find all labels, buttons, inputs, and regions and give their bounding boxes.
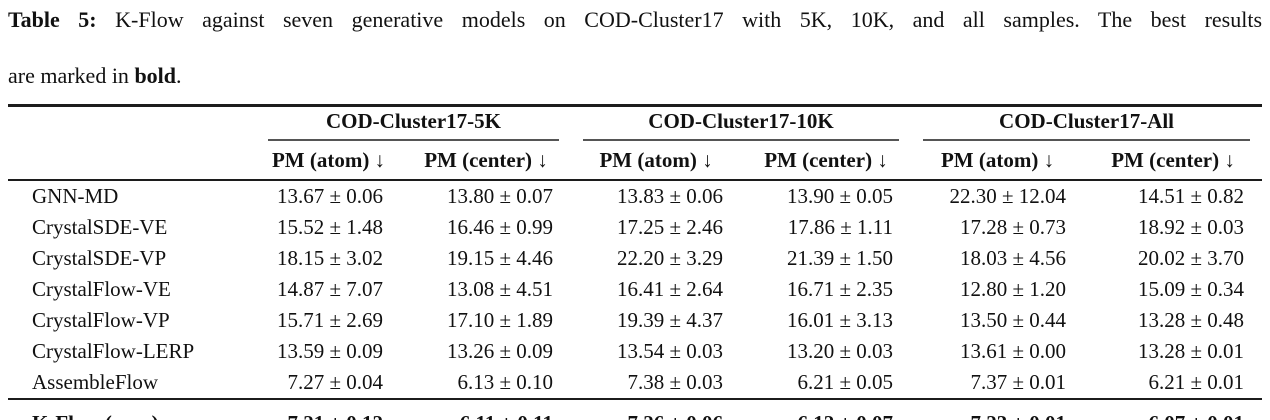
metric-header-row: PM (atom) ↓ PM (center) ↓ PM (atom) ↓ PM… xyxy=(8,141,1263,181)
table-row-crystalflow-lerp: CrystalFlow-LERP 13.59 ± 0.09 13.26 ± 0.… xyxy=(8,336,1262,367)
model-name: GNN-MD xyxy=(32,184,119,208)
model-name: AssembleFlow xyxy=(32,370,158,394)
cell-value: 14.87 ± 7.07 xyxy=(276,277,383,301)
cell-value: 19.15 ± 4.46 xyxy=(446,246,554,270)
cell-value: 13.90 ± 0.05 xyxy=(787,184,894,208)
cell-value: 13.20 ± 0.03 xyxy=(787,339,894,363)
cell-value-best: 7.21 ± 0.12 xyxy=(256,398,401,420)
cell-value: 19.39 ± 4.37 xyxy=(616,308,724,332)
cell-value: 17.25 ± 2.46 xyxy=(616,215,724,239)
cell-value: 7.37 ± 0.01 xyxy=(970,370,1067,394)
cell-value: 6.21 ± 0.05 xyxy=(797,370,894,394)
metric-header-pm-center-10k: PM (center) ↓ xyxy=(741,141,912,181)
cell-value: 16.41 ± 2.64 xyxy=(616,277,724,301)
caption-text-2: are marked in xyxy=(8,63,129,88)
cell-value: 13.26 ± 0.09 xyxy=(446,339,554,363)
empty-corner-cell xyxy=(8,106,256,142)
cell-value-best: 6.07 ± 0.01 xyxy=(1084,398,1263,420)
cell-value: 16.46 ± 0.99 xyxy=(446,215,554,239)
cell-value: 13.59 ± 0.09 xyxy=(276,339,383,363)
group-header-5k: COD-Cluster17-5K xyxy=(256,106,571,141)
cell-value: 13.80 ± 0.07 xyxy=(446,184,554,208)
caption-text: K-Flow against seven generative models o… xyxy=(115,7,1263,32)
caption-line-1: Table 5: K-Flow against seven generative… xyxy=(8,6,1262,62)
table-row-crystalsde-ve: CrystalSDE-VE 15.52 ± 1.48 16.46 ± 0.99 … xyxy=(8,212,1262,243)
model-name: CrystalFlow-VE xyxy=(32,277,171,301)
group-header-10k-label: COD-Cluster17-10K xyxy=(583,107,900,141)
cell-value: 13.50 ± 0.44 xyxy=(960,308,1067,332)
table-row-kflow-ours: K-Flow (ours) 7.21 ± 0.12 6.11 ± 0.11 7.… xyxy=(8,398,1263,420)
metric-header-pm-atom-10k: PM (atom) ↓ xyxy=(571,141,742,181)
group-header-all: COD-Cluster17-All xyxy=(911,106,1262,141)
table-row-crystalflow-vp: CrystalFlow-VP 15.71 ± 2.69 17.10 ± 1.89… xyxy=(8,305,1262,336)
model-name: K-Flow (ours) xyxy=(8,398,256,420)
cell-value-best: 6.11 ± 0.11 xyxy=(401,398,572,420)
cell-value: 7.38 ± 0.03 xyxy=(627,370,724,394)
column-group-header-row: COD-Cluster17-5K COD-Cluster17-10K COD-C… xyxy=(8,106,1262,142)
table-row-crystalsde-vp: CrystalSDE-VP 18.15 ± 3.02 19.15 ± 4.46 … xyxy=(8,243,1262,274)
table-row-crystalflow-ve: CrystalFlow-VE 14.87 ± 7.07 13.08 ± 4.51… xyxy=(8,274,1262,305)
cell-value: 6.13 ± 0.10 xyxy=(457,370,554,394)
cell-value: 13.67 ± 0.06 xyxy=(276,184,383,208)
cell-value: 22.20 ± 3.29 xyxy=(616,246,724,270)
empty-corner-cell-2 xyxy=(8,141,256,181)
cell-value: 16.71 ± 2.35 xyxy=(787,277,894,301)
group-header-10k: COD-Cluster17-10K xyxy=(571,106,911,141)
cell-value: 13.08 ± 4.51 xyxy=(446,277,554,301)
model-name: CrystalFlow-LERP xyxy=(32,339,195,363)
cell-value: 15.09 ± 0.34 xyxy=(1138,277,1245,301)
caption-period: . xyxy=(176,63,182,88)
metric-header-pm-center-all: PM (center) ↓ xyxy=(1084,141,1263,181)
cell-value: 18.15 ± 3.02 xyxy=(276,246,383,270)
cell-value-best: 7.23 ± 0.01 xyxy=(911,398,1085,420)
cell-value: 21.39 ± 1.50 xyxy=(787,246,894,270)
model-name: CrystalFlow-VP xyxy=(32,308,170,332)
cell-value: 12.80 ± 1.20 xyxy=(960,277,1067,301)
cell-value: 15.52 ± 1.48 xyxy=(276,215,383,239)
cell-value: 6.21 ± 0.01 xyxy=(1148,370,1245,394)
cell-value: 13.54 ± 0.03 xyxy=(616,339,724,363)
cell-value: 18.92 ± 0.03 xyxy=(1138,215,1245,239)
caption-line-2: are marked in bold. xyxy=(8,62,1262,90)
metric-header-pm-center-5k: PM (center) ↓ xyxy=(401,141,572,181)
caption-label: Table 5: xyxy=(8,7,97,32)
metric-header-pm-atom-5k: PM (atom) ↓ xyxy=(256,141,401,181)
cell-value: 17.86 ± 1.11 xyxy=(787,215,894,239)
cell-value: 7.27 ± 0.04 xyxy=(287,370,383,394)
cell-value: 13.61 ± 0.00 xyxy=(960,339,1067,363)
cell-value: 17.28 ± 0.73 xyxy=(960,215,1067,239)
cell-value: 17.10 ± 1.89 xyxy=(446,308,554,332)
cell-value: 13.28 ± 0.01 xyxy=(1138,339,1245,363)
metric-header-pm-atom-all: PM (atom) ↓ xyxy=(911,141,1085,181)
table-row-assembleflow: AssembleFlow 7.27 ± 0.04 6.13 ± 0.10 7.3… xyxy=(8,367,1262,399)
cell-value: 14.51 ± 0.82 xyxy=(1138,184,1245,208)
model-name: CrystalSDE-VP xyxy=(32,246,167,270)
group-header-5k-label: COD-Cluster17-5K xyxy=(268,107,560,141)
caption-bold-word: bold xyxy=(134,63,177,88)
cell-value: 13.83 ± 0.06 xyxy=(616,184,724,208)
cell-value: 20.02 ± 3.70 xyxy=(1138,246,1245,270)
table-row-gnn-md: GNN-MD 13.67 ± 0.06 13.80 ± 0.07 13.83 ±… xyxy=(8,180,1262,212)
cell-value: 15.71 ± 2.69 xyxy=(276,308,383,332)
cell-value-best: 7.26 ± 0.06 xyxy=(571,398,742,420)
cell-value: 22.30 ± 12.04 xyxy=(949,184,1067,208)
results-table: COD-Cluster17-5K COD-Cluster17-10K COD-C… xyxy=(8,104,1263,420)
model-name: CrystalSDE-VE xyxy=(32,215,168,239)
cell-value: 18.03 ± 4.56 xyxy=(960,246,1067,270)
cell-value: 16.01 ± 3.13 xyxy=(787,308,894,332)
group-header-all-label: COD-Cluster17-All xyxy=(923,107,1251,141)
cell-value-best: 6.12 ± 0.07 xyxy=(741,398,912,420)
cell-value: 13.28 ± 0.48 xyxy=(1138,308,1245,332)
table-caption: Table 5: K-Flow against seven generative… xyxy=(8,6,1262,90)
